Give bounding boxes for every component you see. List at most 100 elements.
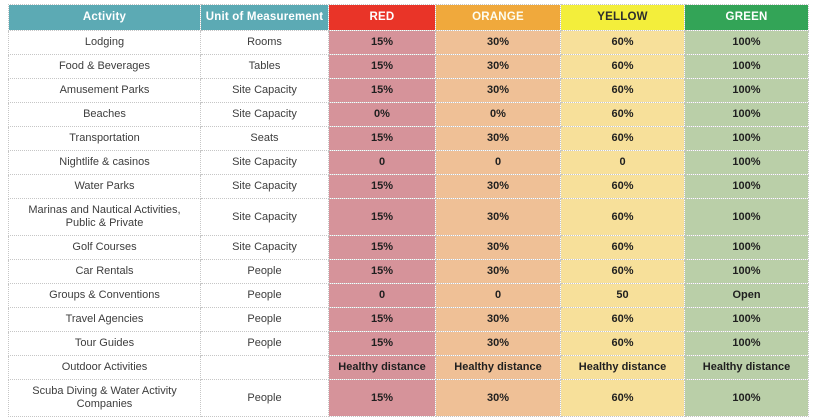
- column-header-activity: Activity: [8, 4, 201, 31]
- cell-unit: Site Capacity: [200, 150, 329, 175]
- cell-green: 100%: [684, 331, 809, 356]
- column-header-red: RED: [328, 4, 436, 31]
- cell-red: 15%: [328, 331, 436, 356]
- table-row: Food & Beverages Tables 15% 30% 60% 100%: [8, 54, 809, 79]
- cell-yellow: 60%: [560, 259, 685, 284]
- cell-yellow: 60%: [560, 78, 685, 103]
- cell-activity: Nightlife & casinos: [8, 150, 201, 175]
- cell-unit: Site Capacity: [200, 235, 329, 260]
- cell-green: 100%: [684, 102, 809, 127]
- cell-activity: Outdoor Activities: [8, 355, 201, 380]
- cell-red: 15%: [328, 54, 436, 79]
- cell-yellow: 60%: [560, 379, 685, 417]
- cell-unit: Site Capacity: [200, 102, 329, 127]
- cell-yellow: 60%: [560, 198, 685, 236]
- cell-activity: Travel Agencies: [8, 307, 201, 332]
- cell-green: 100%: [684, 307, 809, 332]
- cell-unit: Site Capacity: [200, 174, 329, 199]
- cell-red: 0: [328, 150, 436, 175]
- table-body: Lodging Rooms 15% 30% 60% 100% Food & Beverage…: [8, 30, 809, 417]
- table-row: Travel Agencies People 15% 30% 60% 100%: [8, 307, 809, 332]
- cell-red: 15%: [328, 78, 436, 103]
- table-row: Water Parks Site Capacity 15% 30% 60% 100%: [8, 174, 809, 199]
- cell-yellow: 60%: [560, 307, 685, 332]
- cell-orange: 0: [435, 150, 561, 175]
- cell-red: 15%: [328, 198, 436, 236]
- cell-green: 100%: [684, 78, 809, 103]
- cell-orange: 30%: [435, 126, 561, 151]
- cell-green: 100%: [684, 174, 809, 199]
- cell-activity: Beaches: [8, 102, 201, 127]
- cell-unit: People: [200, 379, 329, 417]
- cell-red: 15%: [328, 174, 436, 199]
- cell-red: 0: [328, 283, 436, 308]
- cell-green: 100%: [684, 150, 809, 175]
- cell-red: 0%: [328, 102, 436, 127]
- table-row: Beaches Site Capacity 0% 0% 60% 100%: [8, 102, 809, 127]
- cell-unit: Seats: [200, 126, 329, 151]
- table-row: Transportation Seats 15% 30% 60% 100%: [8, 126, 809, 151]
- column-header-green: GREEN: [684, 4, 809, 31]
- table-row: Golf Courses Site Capacity 15% 30% 60% 100%: [8, 235, 809, 260]
- cell-red: 15%: [328, 379, 436, 417]
- cell-yellow: 60%: [560, 54, 685, 79]
- table-row: Amusement Parks Site Capacity 15% 30% 60% 100…: [8, 78, 809, 103]
- cell-orange: 30%: [435, 54, 561, 79]
- cell-green: 100%: [684, 30, 809, 55]
- cell-orange: 30%: [435, 379, 561, 417]
- cell-green: 100%: [684, 259, 809, 284]
- cell-orange: 30%: [435, 331, 561, 356]
- cell-orange: 30%: [435, 235, 561, 260]
- cell-green: 100%: [684, 54, 809, 79]
- cell-orange: 0: [435, 283, 561, 308]
- cell-orange: 30%: [435, 30, 561, 55]
- cell-unit: Site Capacity: [200, 198, 329, 236]
- table-row: Nightlife & casinos Site Capacity 0 0 0 100%: [8, 150, 809, 175]
- cell-unit: Site Capacity: [200, 78, 329, 103]
- cell-yellow: 60%: [560, 102, 685, 127]
- cell-activity: Lodging: [8, 30, 201, 55]
- cell-yellow: Healthy distance: [560, 355, 685, 380]
- table-row: Tour Guides People 15% 30% 60% 100%: [8, 331, 809, 356]
- cell-yellow: 50: [560, 283, 685, 308]
- cell-yellow: 0: [560, 150, 685, 175]
- cell-orange: 0%: [435, 102, 561, 127]
- cell-unit: People: [200, 283, 329, 308]
- table-row: Lodging Rooms 15% 30% 60% 100%: [8, 30, 809, 55]
- column-header-yellow: YELLOW: [560, 4, 685, 31]
- cell-unit: People: [200, 259, 329, 284]
- cell-unit: [200, 355, 329, 380]
- cell-red: 15%: [328, 126, 436, 151]
- table-row: Scuba Diving & Water Activity Companies P…: [8, 379, 809, 417]
- cell-yellow: 60%: [560, 126, 685, 151]
- cell-unit: Tables: [200, 54, 329, 79]
- cell-orange: 30%: [435, 174, 561, 199]
- cell-red: 15%: [328, 307, 436, 332]
- capacity-table: Activity Unit of Measurement RED ORANGE …: [8, 4, 809, 417]
- cell-yellow: 60%: [560, 174, 685, 199]
- cell-activity: Tour Guides: [8, 331, 201, 356]
- cell-activity: Transportation: [8, 126, 201, 151]
- table-row: Groups & Conventions People 0 0 50 Open: [8, 283, 809, 308]
- cell-red: 15%: [328, 259, 436, 284]
- cell-orange: 30%: [435, 198, 561, 236]
- cell-orange: 30%: [435, 259, 561, 284]
- cell-unit: People: [200, 331, 329, 356]
- cell-red: 15%: [328, 30, 436, 55]
- cell-green: Healthy distance: [684, 355, 809, 380]
- cell-yellow: 60%: [560, 331, 685, 356]
- cell-green: 100%: [684, 126, 809, 151]
- cell-orange: 30%: [435, 78, 561, 103]
- cell-red: 15%: [328, 235, 436, 260]
- cell-activity: Groups & Conventions: [8, 283, 201, 308]
- column-header-orange: ORANGE: [435, 4, 561, 31]
- cell-unit: People: [200, 307, 329, 332]
- cell-activity: Golf Courses: [8, 235, 201, 260]
- cell-yellow: 60%: [560, 235, 685, 260]
- cell-yellow: 60%: [560, 30, 685, 55]
- header-row: Activity Unit of Measurement RED ORANGE …: [8, 4, 809, 31]
- cell-activity: Car Rentals: [8, 259, 201, 284]
- cell-red: Healthy distance: [328, 355, 436, 380]
- cell-activity: Marinas and Nautical Activities, Public …: [8, 198, 201, 236]
